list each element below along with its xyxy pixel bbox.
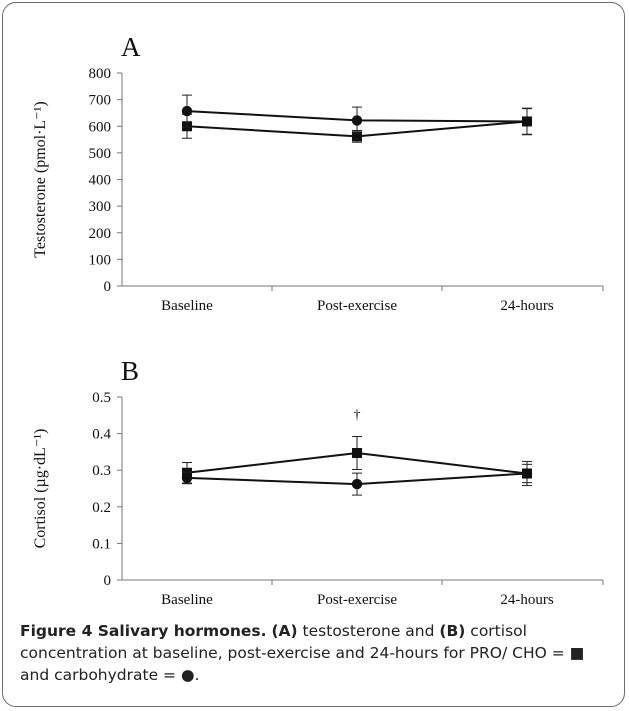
y-tick-label: 200: [89, 226, 112, 242]
panel-label: B: [121, 356, 139, 386]
caption-text-b: cortisol concentration at baseline, post…: [20, 622, 585, 684]
y-tick-label: 500: [89, 146, 112, 162]
y-tick-label: 0: [104, 279, 112, 295]
y-tick-label: 800: [89, 66, 112, 82]
y-tick-label: 700: [89, 93, 112, 109]
y-axis-title: Cortisol (µg·dL⁻¹): [32, 429, 49, 549]
chart-panel-a: A 0 100 200 300 400 500 600 700 800 Baseline Post-e…: [32, 32, 604, 314]
y-tick-label: 0: [104, 573, 112, 589]
y-tick-label: 0.2: [92, 500, 111, 516]
x-tick-label: Baseline: [161, 592, 213, 608]
series-circle: [181, 463, 533, 496]
x-tick-label: Baseline: [161, 298, 213, 314]
series-circle: [181, 94, 533, 136]
dagger-annotation: †: [354, 408, 361, 423]
caption-title: Figure 4 Salivary hormones.: [20, 622, 267, 640]
x-tick-label: 24-hours: [500, 298, 553, 314]
chart-panel-b: B 0 0.1 0.2 0.3 0.4 0.5 Baseline Post-exercise 24…: [32, 356, 604, 608]
circle-marker: [521, 468, 533, 479]
circle-marker: [181, 472, 193, 484]
circle-marker: [351, 115, 363, 126]
y-tick-label: 400: [89, 173, 112, 189]
square-marker: [352, 131, 362, 142]
circle-marker: [351, 478, 363, 490]
y-tick-label: 0.1: [92, 536, 111, 552]
y-tick-label: 300: [89, 199, 112, 215]
y-tick-label: 0.5: [92, 390, 111, 406]
square-marker: [352, 447, 362, 458]
y-tick-label: 100: [89, 252, 112, 268]
caption-text-a: testosterone and: [297, 622, 440, 640]
caption-panel-a: (A): [271, 622, 298, 640]
caption-panel-b: (B): [439, 622, 466, 640]
y-tick-label: 0.4: [92, 427, 111, 443]
y-tick-label: 600: [89, 119, 112, 135]
figure-caption: Figure 4 Salivary hormones. (A) testoste…: [20, 620, 616, 686]
x-tick-label: Post-exercise: [317, 298, 397, 314]
y-axis-title: Testosterone (pmol·L⁻¹): [32, 101, 49, 258]
y-tick-label: 0.3: [92, 463, 111, 479]
circle-marker: [521, 116, 533, 127]
x-tick-label: Post-exercise: [317, 592, 397, 608]
x-tick-label: 24-hours: [500, 592, 553, 608]
panel-label: A: [121, 32, 141, 62]
circle-marker: [181, 105, 193, 117]
